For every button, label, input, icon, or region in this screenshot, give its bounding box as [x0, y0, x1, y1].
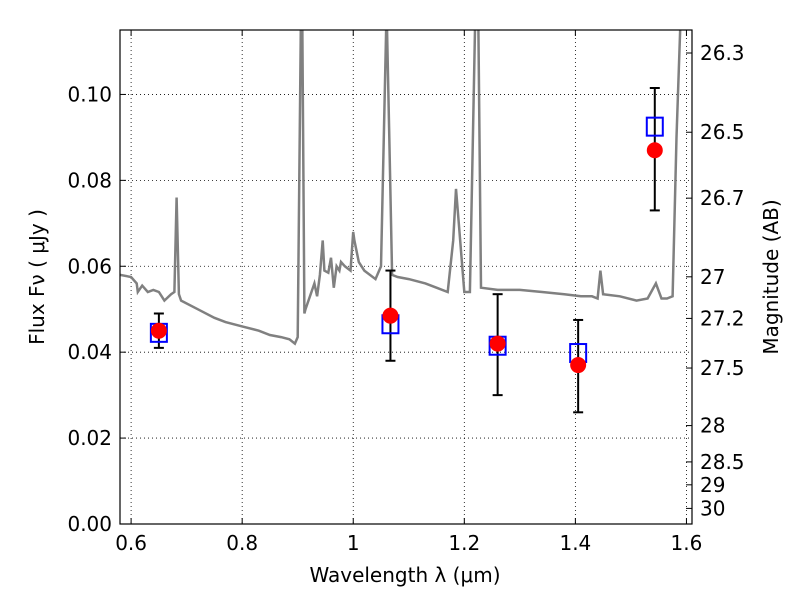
y-axis-ticks: 0.00 0.02 0.04 0.06 0.08 0.10: [67, 82, 126, 536]
grid: [120, 30, 692, 525]
observed-markers: [150, 142, 663, 374]
observed-point: [382, 307, 399, 324]
x-tick-label: 0.6: [115, 531, 147, 555]
y-tick-label: 0.04: [67, 340, 112, 364]
model-photometry-point: [645, 116, 664, 137]
x-tick-label: 1.4: [559, 531, 591, 555]
right-tick-label: 26.3: [700, 41, 745, 65]
x-axis-ticks: 0.6 0.8 1 1.2 1.4 1.6: [115, 30, 702, 555]
y-tick-label: 0.02: [67, 426, 112, 450]
right-tick-label: 28: [700, 414, 725, 438]
y-axis-label: Flux Fν ( μJy ): [25, 209, 49, 345]
right-tick-label: 30: [700, 496, 725, 520]
x-tick-label: 1: [347, 531, 360, 555]
y-tick-label: 0.00: [67, 512, 112, 536]
model-spectrum-line: [120, 30, 682, 346]
y-tick-label: 0.08: [67, 168, 112, 192]
x-tick-label: 0.8: [226, 531, 258, 555]
model-photometry-markers: [149, 116, 664, 364]
observed-point: [489, 335, 506, 352]
right-tick-label: 29: [700, 473, 725, 497]
observed-point: [150, 322, 167, 339]
right-tick-label: 28.5: [700, 450, 745, 474]
right-tick-label: 27.5: [700, 356, 745, 380]
y-tick-label: 0.10: [67, 82, 112, 106]
plot-frame: [119, 29, 693, 525]
right-tick-label: 26.5: [700, 120, 745, 144]
x-tick-label: 1.6: [671, 531, 703, 555]
y-tick-label: 0.06: [67, 254, 112, 278]
x-axis-label: Wavelength λ (μm): [309, 563, 500, 587]
observed-point: [646, 142, 663, 159]
right-tick-label: 27: [700, 265, 725, 289]
right-tick-label: 26.7: [700, 186, 745, 210]
x-tick-label: 1.2: [448, 531, 480, 555]
right-tick-label: 27.2: [700, 306, 745, 330]
right-axis-label: Magnitude (AB): [759, 199, 783, 354]
observed-point: [570, 357, 587, 374]
